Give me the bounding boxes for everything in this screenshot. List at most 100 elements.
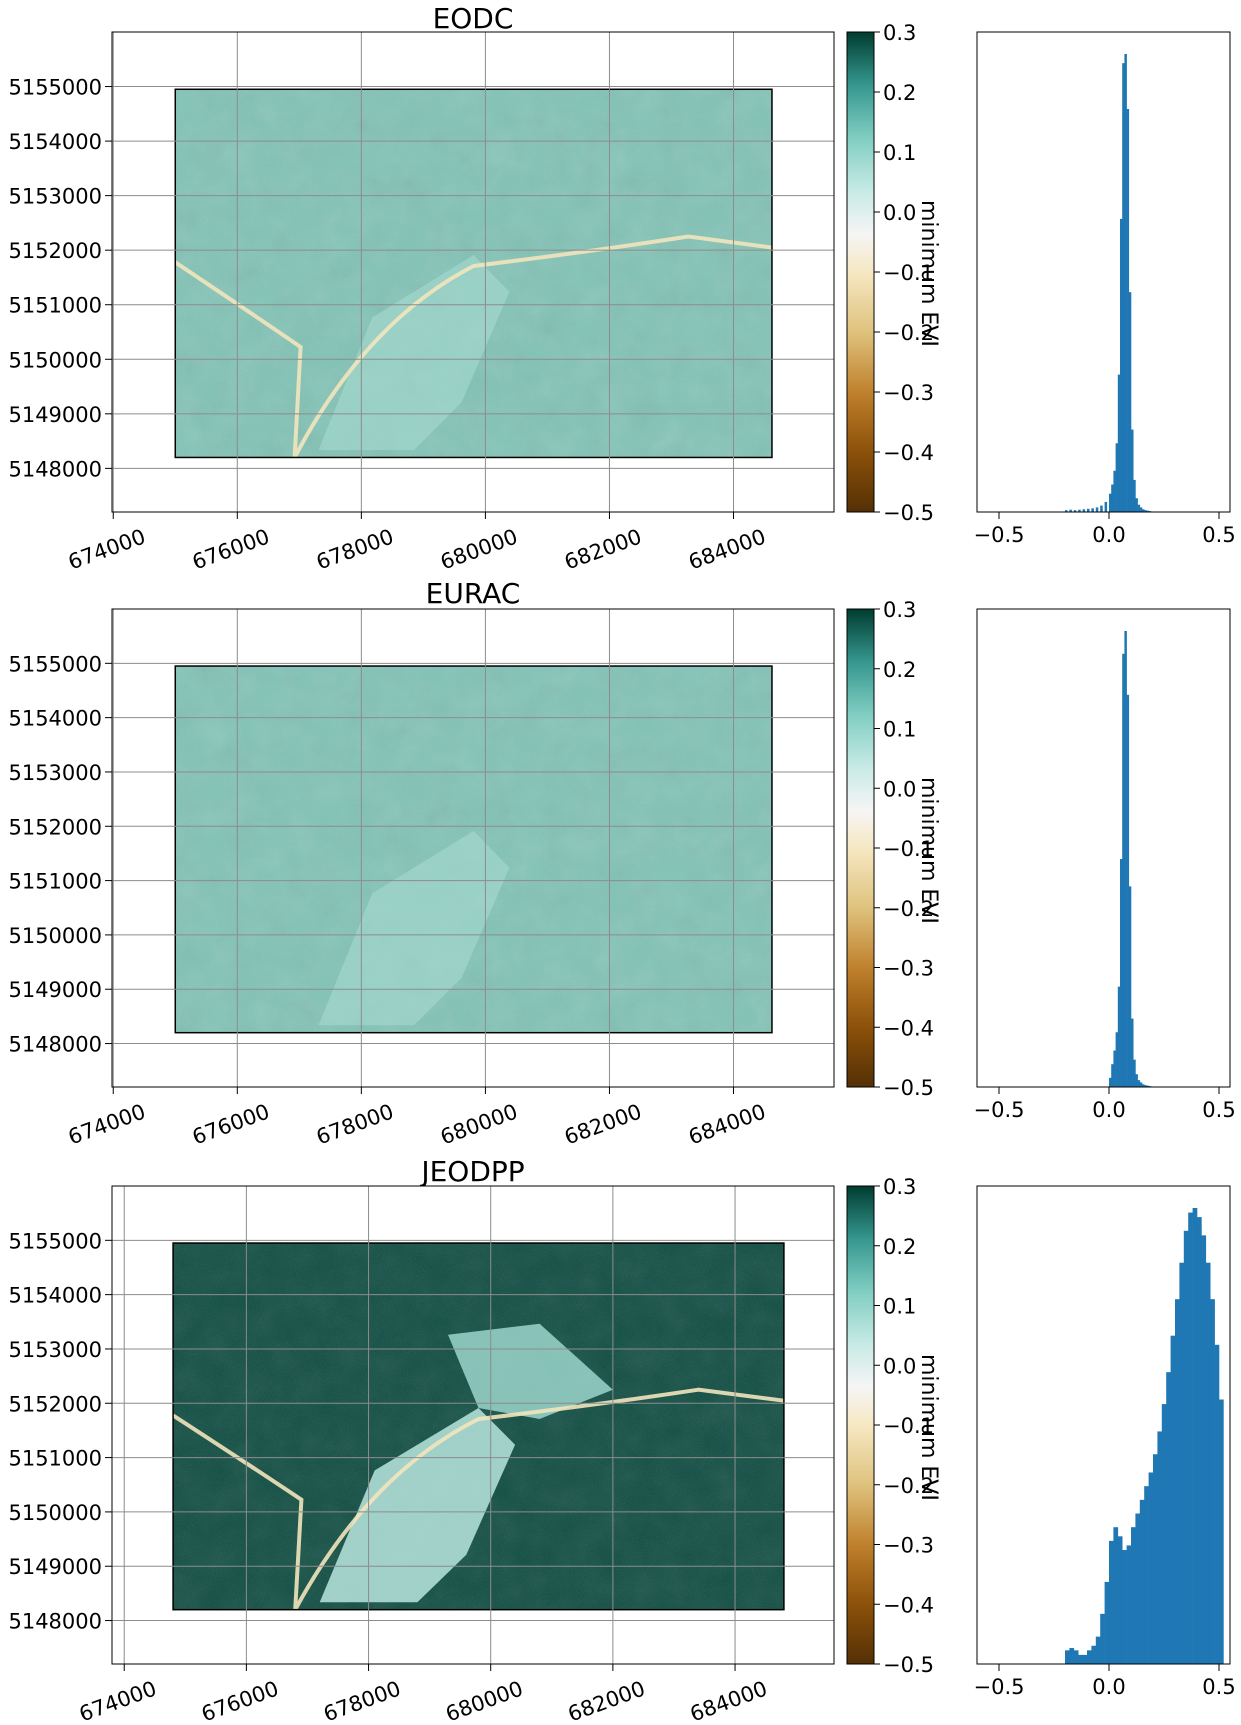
colorbar-tick-label: 0.0 <box>883 1354 916 1378</box>
histogram-bar <box>1065 510 1068 512</box>
map-y-tick-label: 5150000 <box>8 348 102 372</box>
histogram-bar <box>1201 1235 1207 1664</box>
histogram-bar <box>1137 504 1141 512</box>
map-y-tick-label: 5148000 <box>8 457 102 481</box>
histogram-bar <box>1183 1230 1189 1664</box>
colorbar-tick-label: −0.2 <box>883 897 934 921</box>
colorbar-tick-label: −0.2 <box>883 1474 934 1498</box>
map-y-tick-label: 5153000 <box>8 761 102 785</box>
map-y-tick-label: 5149000 <box>8 1555 102 1579</box>
histogram-bar <box>1188 1212 1193 1664</box>
histogram-bar <box>1113 1527 1119 1664</box>
map-y-tick-label: 5151000 <box>8 294 102 318</box>
colorbar-tick-label: −0.5 <box>883 1653 934 1677</box>
histogram-bar <box>1210 1299 1215 1664</box>
histogram-bar <box>1135 498 1138 512</box>
histogram-bar <box>1135 1513 1141 1664</box>
map-urban-area <box>318 255 510 451</box>
histogram-bar <box>1124 631 1127 1087</box>
map-x-tick-label: 682000 <box>561 524 645 574</box>
map-axes-frame <box>111 1185 835 1665</box>
colorbar-tick-label: −0.1 <box>883 261 934 285</box>
histogram-tick-label: 0.5 <box>1202 1675 1235 1699</box>
histogram-bar <box>1104 1581 1110 1664</box>
colorbar-tick-label: 0.1 <box>883 718 916 742</box>
colorbar-tick-label: 0.3 <box>883 1175 916 1199</box>
colorbar-tick-label: 0.2 <box>883 1235 916 1259</box>
map-x-tick-label: 674000 <box>65 524 149 574</box>
histogram-bar <box>1122 1550 1127 1664</box>
histogram-bar <box>1120 218 1123 512</box>
colorbar-tick-label: −0.4 <box>883 1016 934 1040</box>
histogram-bar <box>1139 1499 1145 1664</box>
histogram-bar <box>1095 1636 1101 1664</box>
histogram-bar <box>1192 1208 1198 1664</box>
colorbar-tick-label: −0.3 <box>883 381 934 405</box>
map-urban-area <box>318 831 510 1026</box>
histogram-bar <box>1078 509 1081 512</box>
map-x-tick-label: 684000 <box>687 1676 771 1725</box>
histogram-bar <box>1100 505 1103 512</box>
colorbar-label: minimum EVI <box>916 200 941 347</box>
colorbar-tick-label: 0.0 <box>883 201 916 225</box>
map-y-tick-label: 5153000 <box>8 185 102 209</box>
histogram-bar <box>1170 1335 1176 1664</box>
map-x-tick-label: 676000 <box>198 1676 282 1725</box>
histogram-bar <box>1219 1399 1224 1664</box>
histogram-tick-label: −0.5 <box>974 523 1025 547</box>
map-y-tick-label: 5149000 <box>8 978 102 1002</box>
map-y-tick-label: 5155000 <box>8 652 102 676</box>
histogram-bar <box>1144 510 1147 512</box>
colorbar-tick-label: 0.2 <box>883 658 916 682</box>
histogram-frame <box>976 608 1231 1088</box>
histogram-bar <box>1144 1486 1149 1664</box>
map-x-tick-label: 680000 <box>437 1099 521 1149</box>
colorbar-tick-label: −0.1 <box>883 837 934 861</box>
map-y-tick-label: 5155000 <box>8 1229 102 1253</box>
histogram-bar <box>1148 1472 1154 1664</box>
colorbar-label: minimum EVI <box>916 777 941 924</box>
histogram-bar <box>1128 292 1132 512</box>
colorbar-tick-label: 0.1 <box>883 1295 916 1319</box>
histogram-bar <box>1128 886 1132 1087</box>
histogram-bar <box>1082 1654 1088 1664</box>
histogram-bar <box>1205 1262 1211 1664</box>
map-x-tick-label: 682000 <box>561 1099 645 1149</box>
map-y-tick-label: 5149000 <box>8 403 102 427</box>
map-x-tick-label: 680000 <box>443 1676 527 1725</box>
histogram-bar <box>1131 1527 1136 1664</box>
histogram-tick-label: 0.0 <box>1092 1098 1125 1122</box>
map-raster-border <box>172 1242 785 1611</box>
histogram-bar <box>1139 1082 1143 1087</box>
histogram-bar <box>1122 63 1125 512</box>
histogram-bar <box>1179 1262 1185 1664</box>
histogram-bar <box>1166 1372 1171 1664</box>
colorbar <box>846 31 875 513</box>
histogram-bar <box>1113 470 1116 512</box>
histogram-bar <box>1126 1545 1132 1664</box>
histogram-bar <box>1109 1540 1114 1664</box>
map-y-tick-label: 5151000 <box>8 1447 102 1471</box>
map-x-tick-label: 682000 <box>565 1676 649 1725</box>
histogram-bar <box>1131 1018 1134 1087</box>
histogram-bar <box>1069 1648 1075 1664</box>
histogram-bar <box>1087 508 1090 512</box>
map-x-tick-label: 684000 <box>685 1099 769 1149</box>
histogram-tick-label: 0.5 <box>1202 1098 1235 1122</box>
map-y-tick-label: 5155000 <box>8 76 102 100</box>
colorbar-tick-label: 0.3 <box>883 21 916 45</box>
histogram-bar <box>1126 108 1130 513</box>
map-x-tick-label: 674000 <box>65 1099 149 1149</box>
map-y-tick-label: 5150000 <box>8 924 102 948</box>
colorbar-tick-label: −0.4 <box>883 441 934 465</box>
map-y-tick-label: 5152000 <box>8 239 102 263</box>
map-y-tick-label: 5150000 <box>8 1501 102 1525</box>
colorbar <box>846 608 875 1088</box>
colorbar-tick-label: −0.4 <box>883 1593 934 1617</box>
histogram-bar <box>1117 374 1121 512</box>
histogram-bar <box>1109 1077 1112 1087</box>
map-x-tick-label: 684000 <box>685 524 769 574</box>
histogram-bar <box>1104 501 1108 512</box>
histogram-bar <box>1100 1613 1105 1664</box>
histogram-bar <box>1111 484 1114 512</box>
